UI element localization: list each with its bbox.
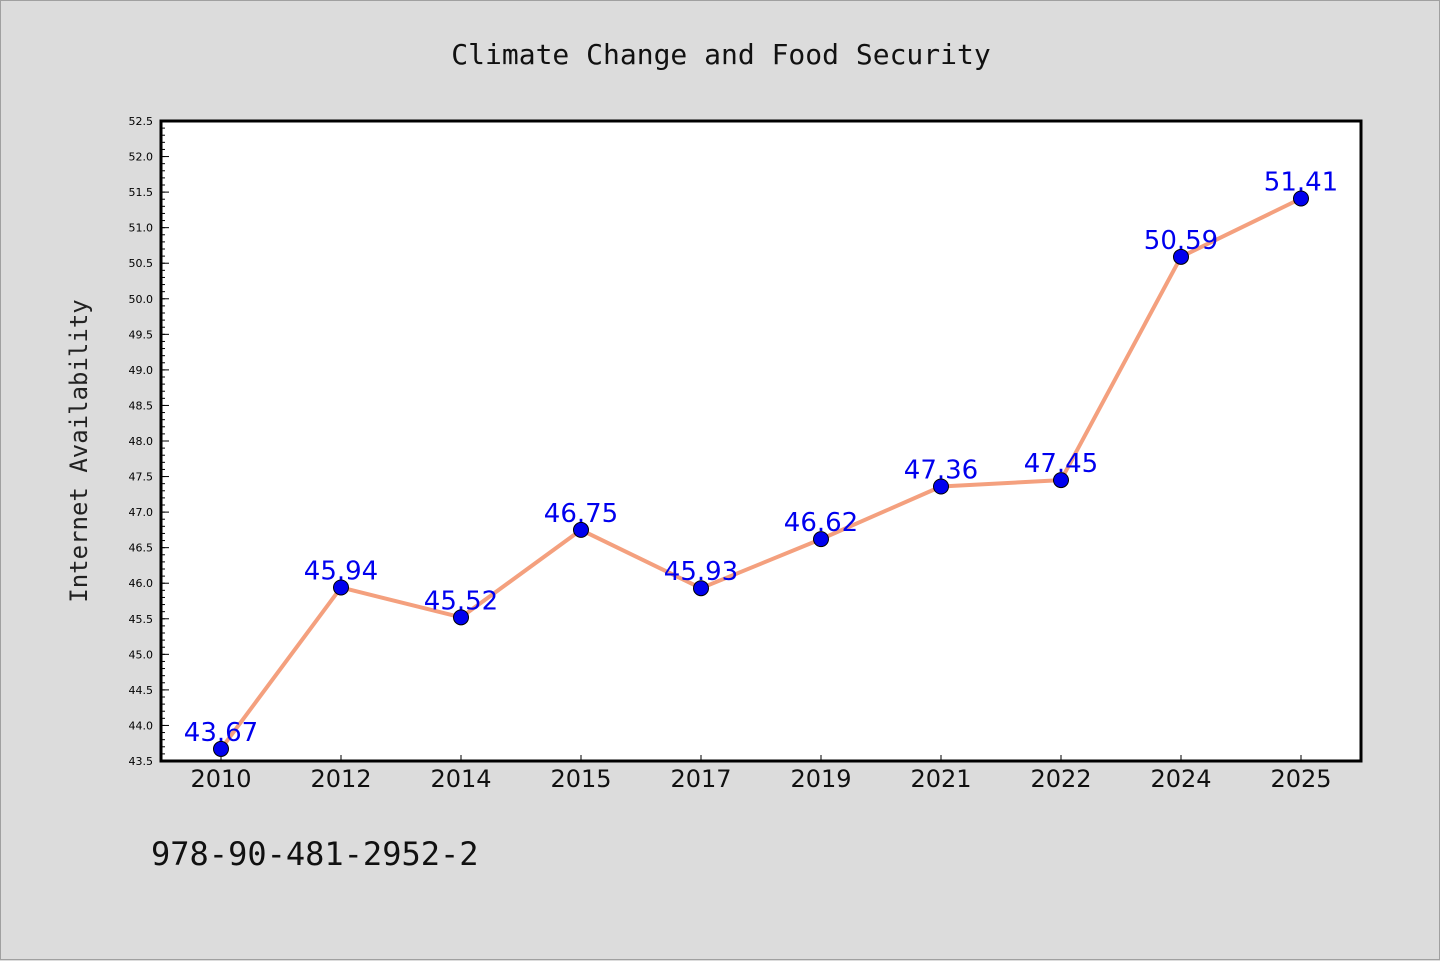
y-tick-label: 44.5 xyxy=(129,684,154,697)
y-tick-label: 46.0 xyxy=(129,577,154,590)
data-point xyxy=(573,521,589,538)
x-tick-label: 2014 xyxy=(430,765,491,793)
x-tick-label: 2024 xyxy=(1150,765,1211,793)
data-label: 45.93 xyxy=(664,557,738,587)
y-tick-label: 48.5 xyxy=(129,399,154,412)
x-tick-label: 2021 xyxy=(910,765,971,793)
x-tick-label: 2010 xyxy=(190,765,251,793)
y-tick-label: 50.0 xyxy=(129,293,154,306)
series-line xyxy=(219,196,1302,751)
data-label: 47.45 xyxy=(1024,449,1098,479)
data-label: 45.94 xyxy=(304,556,378,586)
data-point xyxy=(693,580,709,597)
x-tick-label: 2025 xyxy=(1270,765,1331,793)
data-point xyxy=(813,531,829,548)
y-tick-label: 45.0 xyxy=(129,648,154,661)
y-tick-label: 47.0 xyxy=(129,506,154,519)
data-label: 45.52 xyxy=(424,586,498,616)
y-axis-label: Internet Availability xyxy=(65,299,93,602)
x-tick-label: 2015 xyxy=(550,765,611,793)
chart-title: Climate Change and Food Security xyxy=(451,38,990,71)
y-tick-label: 52.0 xyxy=(129,151,154,164)
data-label: 43.67 xyxy=(184,718,258,748)
data-point xyxy=(1293,190,1309,207)
data-point xyxy=(333,579,349,596)
series-group: 43.67 45.94 45.52 46.75 45.93 46.62 47.36 47.45… xyxy=(184,168,1338,757)
y-axis-ticks: 43.5 44.0 44.5 45.0 45.5 46.0 46.5 47.0 47.5 48.0… xyxy=(129,115,169,768)
data-point xyxy=(1173,248,1189,265)
data-point xyxy=(453,609,469,626)
y-tick-label: 48.0 xyxy=(129,435,154,448)
data-point xyxy=(933,478,949,495)
x-tick-label: 2019 xyxy=(790,765,851,793)
data-point xyxy=(213,740,229,757)
data-label: 47.36 xyxy=(904,456,978,486)
x-tick-label: 2022 xyxy=(1030,765,1091,793)
y-tick-label: 51.0 xyxy=(129,222,154,235)
data-point xyxy=(1053,472,1069,489)
plot-area xyxy=(159,119,1363,763)
x-axis-ticks: 2010 2012 2014 2015 2017 2019 2021 2022 2024 2025 xyxy=(190,755,1332,793)
footer-code: 978-90-481-2952-2 xyxy=(151,835,479,873)
data-label: 50.59 xyxy=(1144,226,1218,256)
y-tick-label: 44.0 xyxy=(129,719,154,732)
x-tick-label: 2012 xyxy=(310,765,371,793)
y-tick-label: 43.5 xyxy=(129,755,154,768)
data-label: 46.75 xyxy=(544,499,618,529)
y-tick-label: 51.5 xyxy=(129,186,154,199)
y-tick-label: 49.0 xyxy=(129,364,154,377)
y-tick-label: 46.5 xyxy=(129,542,154,555)
x-tick-label: 2017 xyxy=(670,765,731,793)
y-tick-label: 52.5 xyxy=(129,115,154,128)
y-tick-label: 49.5 xyxy=(129,328,154,341)
y-tick-label: 50.5 xyxy=(129,257,154,270)
y-tick-label: 47.5 xyxy=(129,471,154,484)
y-tick-label: 45.5 xyxy=(129,613,154,626)
data-label: 51.41 xyxy=(1264,168,1338,198)
data-label: 46.62 xyxy=(784,508,858,538)
